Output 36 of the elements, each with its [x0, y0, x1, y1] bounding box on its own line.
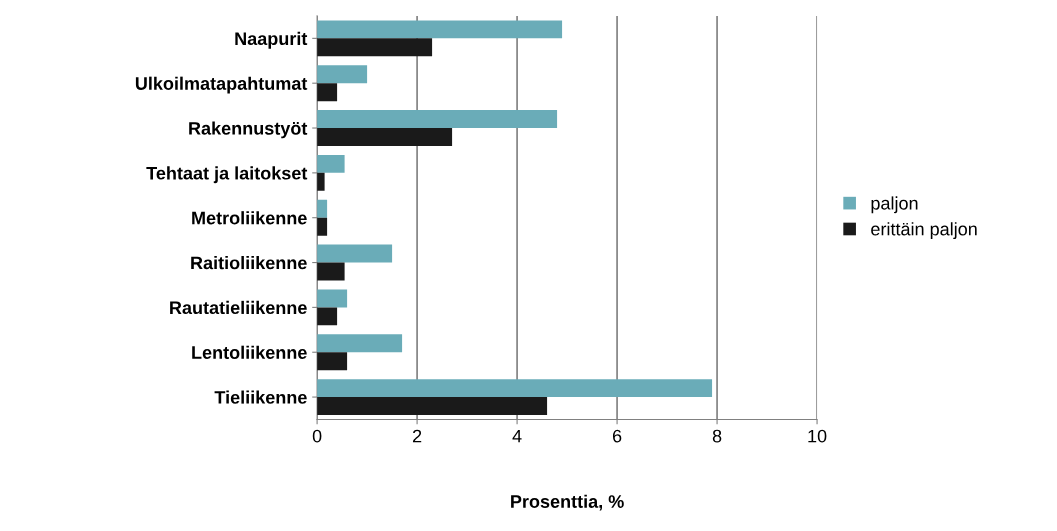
- x-tick-label: 6: [612, 429, 622, 443]
- y-tick-label: Raitioliikenne: [191, 256, 307, 270]
- x-tick-label: 4: [512, 429, 522, 443]
- x-tick-label: 0: [312, 429, 322, 443]
- x-tick-label: 10: [808, 429, 827, 443]
- bar: [317, 110, 558, 129]
- legend-label: erittäin paljon: [871, 222, 977, 240]
- y-tick-label: Lentoliikenne: [192, 345, 307, 359]
- bar: [317, 379, 713, 398]
- bar: [317, 262, 345, 281]
- legend-label: paljon: [871, 196, 918, 214]
- bar: [317, 154, 345, 173]
- bar: [317, 334, 403, 353]
- y-tick-label: Tieliikenne: [214, 390, 307, 404]
- bar: [317, 128, 453, 146]
- bar: [317, 289, 348, 308]
- bar: [317, 65, 368, 84]
- y-tick-label: Ulkoilmatapahtumat: [135, 76, 308, 94]
- x-tick-label: 2: [412, 429, 422, 443]
- bar: [317, 352, 348, 371]
- y-tick-label: Naapurit: [235, 31, 308, 49]
- y-tick-label: Rakennustyöt: [189, 121, 308, 139]
- bar: [317, 307, 338, 326]
- bar: [317, 172, 325, 191]
- x-axis-title: Prosenttia, %: [511, 494, 624, 511]
- x-tick-label: 8: [712, 429, 722, 443]
- bar: [317, 83, 338, 102]
- y-tick-label: Rautatieliikenne: [170, 300, 307, 315]
- bar: [317, 397, 548, 416]
- bar: [317, 38, 433, 57]
- y-tick-label: Tehtaat ja laitokset: [146, 166, 308, 184]
- bar: [317, 217, 328, 236]
- y-tick-label: Metroliikenne: [192, 211, 307, 225]
- bar: [317, 244, 393, 263]
- bar: [317, 199, 328, 218]
- bar: [317, 20, 563, 39]
